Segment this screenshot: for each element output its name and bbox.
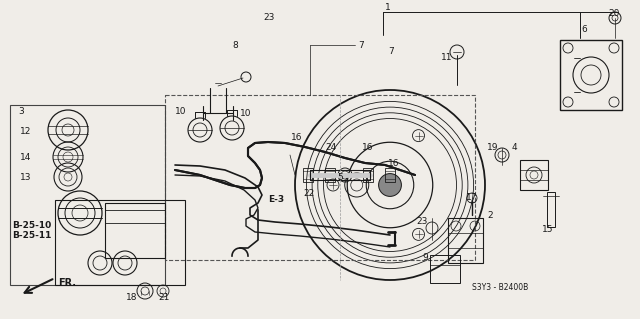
Text: 5: 5 bbox=[337, 173, 343, 182]
Bar bbox=[105, 203, 165, 258]
Text: 2: 2 bbox=[487, 211, 493, 219]
Text: 21: 21 bbox=[158, 293, 170, 302]
Bar bbox=[10, 105, 165, 285]
Text: 24: 24 bbox=[325, 144, 336, 152]
Bar bbox=[520, 160, 548, 190]
Text: 4: 4 bbox=[512, 144, 518, 152]
Bar bbox=[385, 168, 395, 182]
Text: 10: 10 bbox=[240, 108, 252, 117]
Text: 10: 10 bbox=[175, 108, 186, 116]
Text: 16: 16 bbox=[291, 132, 303, 142]
Bar bbox=[560, 40, 622, 110]
Text: 13: 13 bbox=[20, 174, 31, 182]
Text: 20: 20 bbox=[608, 10, 620, 19]
Text: 16: 16 bbox=[362, 144, 374, 152]
Text: B-25-10: B-25-10 bbox=[12, 220, 51, 229]
Text: 17: 17 bbox=[466, 194, 477, 203]
Text: 9: 9 bbox=[422, 254, 428, 263]
Text: 19: 19 bbox=[487, 144, 499, 152]
Text: 14: 14 bbox=[20, 153, 31, 162]
Text: 18: 18 bbox=[126, 293, 138, 302]
Text: 1: 1 bbox=[385, 4, 391, 12]
Text: 7: 7 bbox=[388, 48, 394, 56]
Text: B-25-11: B-25-11 bbox=[12, 232, 51, 241]
Text: 11: 11 bbox=[441, 54, 452, 63]
Bar bbox=[325, 168, 335, 182]
Bar bbox=[55, 200, 185, 285]
Text: 23: 23 bbox=[416, 218, 428, 226]
Text: S3Y3 - B2400B: S3Y3 - B2400B bbox=[472, 284, 528, 293]
Text: 12: 12 bbox=[20, 127, 31, 136]
Bar bbox=[448, 218, 483, 263]
Circle shape bbox=[379, 174, 401, 197]
Text: 23: 23 bbox=[263, 13, 275, 23]
Text: 15: 15 bbox=[542, 226, 554, 234]
Bar bbox=[363, 168, 373, 182]
Bar bbox=[430, 255, 460, 283]
Text: 16: 16 bbox=[388, 159, 399, 167]
Text: E-3: E-3 bbox=[268, 196, 284, 204]
Bar bbox=[547, 192, 555, 227]
Text: FR.: FR. bbox=[58, 278, 76, 288]
Bar bbox=[303, 168, 313, 182]
Text: 6: 6 bbox=[581, 26, 587, 34]
Text: 3: 3 bbox=[18, 108, 24, 116]
Text: 8: 8 bbox=[232, 41, 237, 49]
Bar bbox=[165, 95, 475, 260]
Text: 7: 7 bbox=[358, 41, 364, 49]
Text: 22: 22 bbox=[303, 189, 314, 197]
